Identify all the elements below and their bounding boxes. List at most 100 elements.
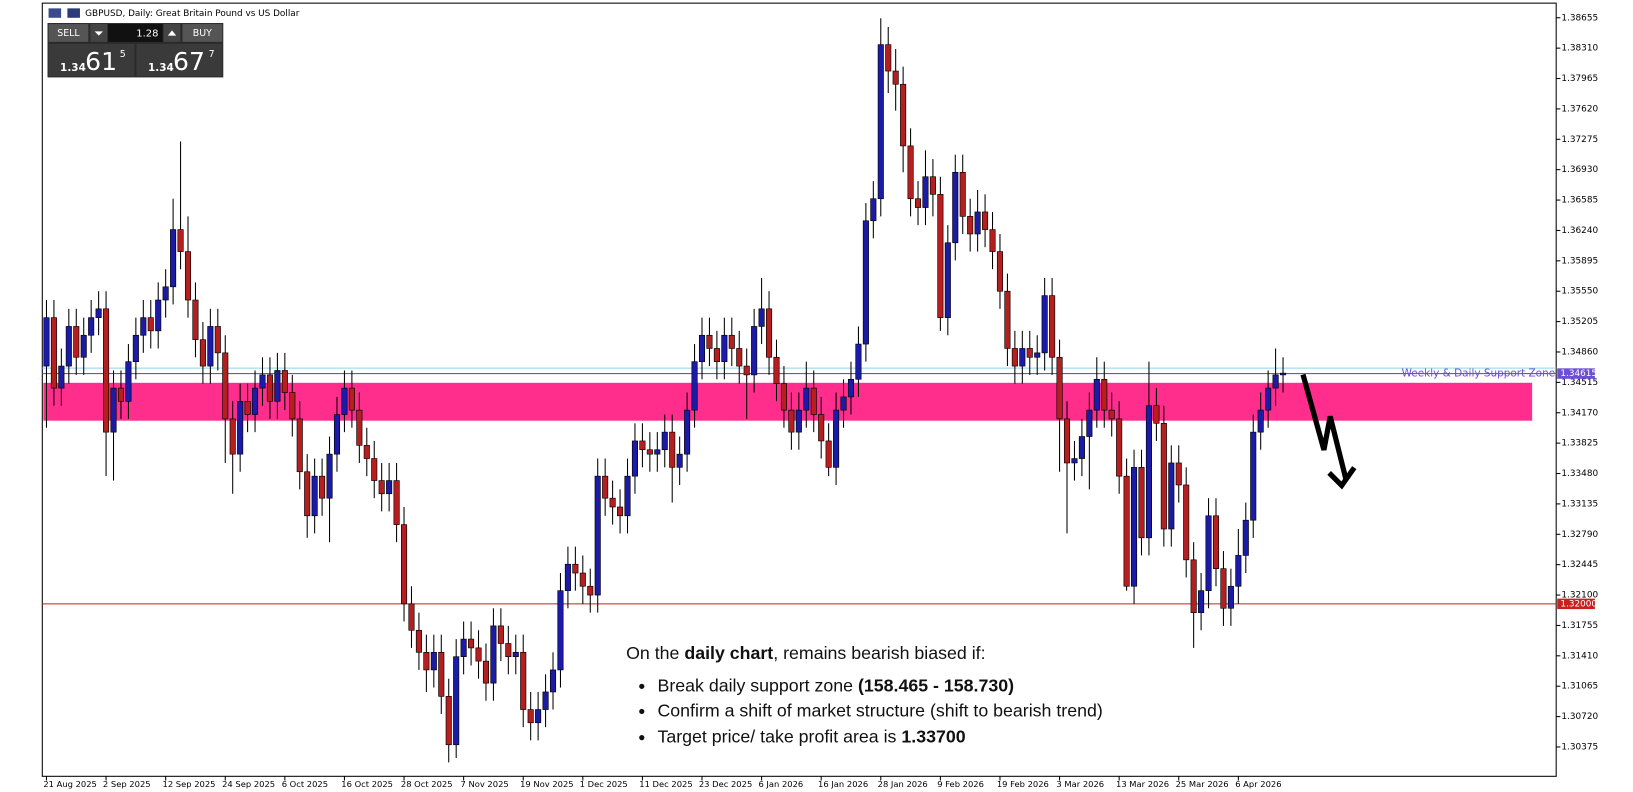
x-tick-label: 16 Jan 2026	[818, 779, 868, 789]
lot-input[interactable]	[108, 24, 163, 42]
x-tick-label: 9 Feb 2026	[937, 779, 984, 789]
candle-body	[512, 651, 519, 658]
y-tick-label: 1.31410	[1561, 651, 1598, 661]
bullet-text: Target price/ take profit area is 1.3370…	[657, 726, 965, 746]
candle-body	[1138, 467, 1145, 539]
candle-body	[58, 365, 65, 389]
candle-body	[468, 638, 475, 649]
sell-button[interactable]	[48, 24, 89, 42]
candle-body	[1123, 475, 1130, 587]
candle-body	[721, 334, 728, 362]
candle-body	[88, 317, 95, 336]
bid-main: 61	[85, 47, 117, 76]
candle-body	[505, 643, 512, 658]
bullet-part: Break daily support zone	[657, 675, 857, 695]
candle-body	[177, 229, 184, 252]
bullet-bold: 1.33700	[901, 726, 965, 746]
y-tick-label: 1.33825	[1561, 439, 1598, 449]
price-tag	[1557, 598, 1595, 610]
candle-body	[378, 480, 385, 495]
y-tick-label: 1.36930	[1561, 165, 1598, 175]
candle-body	[877, 44, 884, 200]
symbol-icon	[48, 8, 62, 18]
candle-body	[237, 400, 244, 455]
candle-body	[222, 352, 229, 420]
bearish-arrow	[1300, 373, 1357, 490]
candle-body	[65, 326, 72, 367]
lot-value: 1.28	[136, 28, 158, 39]
y-tick-label: 1.30720	[1561, 712, 1598, 722]
candle-body	[393, 480, 400, 525]
candle-body	[1220, 568, 1227, 609]
y-tick-label: 1.37620	[1561, 104, 1598, 114]
candle-body	[1101, 378, 1108, 411]
buy-button[interactable]	[182, 24, 223, 42]
arrow-head	[1327, 466, 1357, 490]
candle-body	[50, 317, 57, 389]
candle-body	[989, 229, 996, 252]
y-tick-label: 1.33480	[1561, 469, 1598, 479]
candle-body	[117, 387, 124, 402]
candle-body	[363, 445, 370, 459]
candle-body	[326, 453, 333, 499]
y-tick-label: 1.32100	[1561, 591, 1598, 601]
candle-body	[684, 409, 691, 455]
candle-body	[304, 471, 311, 517]
x-tick-label: 6 Apr 2026	[1235, 779, 1281, 789]
candle-body	[922, 176, 929, 208]
sell-label: SELL	[57, 28, 80, 39]
intro-bold: daily chart	[684, 643, 773, 663]
intro-text: On the	[626, 643, 684, 663]
candle-body	[371, 458, 378, 481]
candle-body	[572, 563, 579, 574]
candle-body	[654, 449, 661, 455]
candle-body	[229, 418, 236, 455]
ask-box[interactable]	[136, 43, 223, 77]
candle-body	[1190, 559, 1197, 613]
candle-body	[758, 308, 765, 327]
ask-small: 7	[209, 49, 215, 60]
x-tick-label: 11 Dec 2025	[639, 779, 692, 789]
x-tick-label: 24 Sep 2025	[222, 779, 275, 789]
candle-body	[907, 145, 914, 200]
candle-body	[1086, 409, 1093, 437]
candle-body	[266, 374, 273, 402]
x-tick-label: 6 Oct 2025	[282, 779, 328, 789]
y-tick-label: 1.35550	[1561, 287, 1598, 297]
candle-body	[810, 387, 817, 415]
bullet-bold: (158.465 - 158.730)	[858, 675, 1014, 695]
candle-body	[460, 638, 467, 658]
candle-body	[788, 409, 795, 433]
y-tick-label: 1.36240	[1561, 226, 1598, 236]
candle-body	[475, 647, 482, 662]
x-tick-label: 28 Jan 2026	[878, 779, 928, 789]
candle-body	[95, 308, 102, 318]
candle-body	[818, 414, 825, 442]
candle-body	[1257, 409, 1264, 433]
candle-body	[1183, 484, 1190, 561]
x-tick-label: 7 Nov 2025	[460, 779, 508, 789]
candle-body	[1063, 418, 1071, 464]
candle-body	[319, 475, 326, 499]
candle-body	[974, 211, 981, 235]
candle-body	[1145, 405, 1152, 539]
candle-body	[252, 387, 259, 415]
candle-body	[1034, 352, 1041, 358]
candle-body	[617, 506, 624, 517]
annotation-intro: On the daily chart, remains bearish bias…	[626, 643, 985, 663]
y-tick-label: 1.33135	[1561, 499, 1598, 509]
candle-body	[132, 334, 139, 362]
y-tick-label: 1.31065	[1561, 682, 1598, 692]
bullet	[639, 683, 645, 689]
bullet	[639, 708, 645, 715]
bullet-part: Confirm a shift of market structure (shi…	[657, 700, 1102, 720]
y-tick-label: 1.35895	[1561, 256, 1598, 266]
candle-body	[244, 400, 251, 415]
candle-body	[408, 603, 415, 631]
candle-body	[631, 440, 638, 477]
candle-body	[1235, 555, 1242, 587]
bullet-part: Target price/ take profit area is	[657, 726, 901, 746]
x-tick-label: 12 Sep 2025	[163, 779, 216, 789]
bid-box[interactable]	[48, 43, 135, 77]
